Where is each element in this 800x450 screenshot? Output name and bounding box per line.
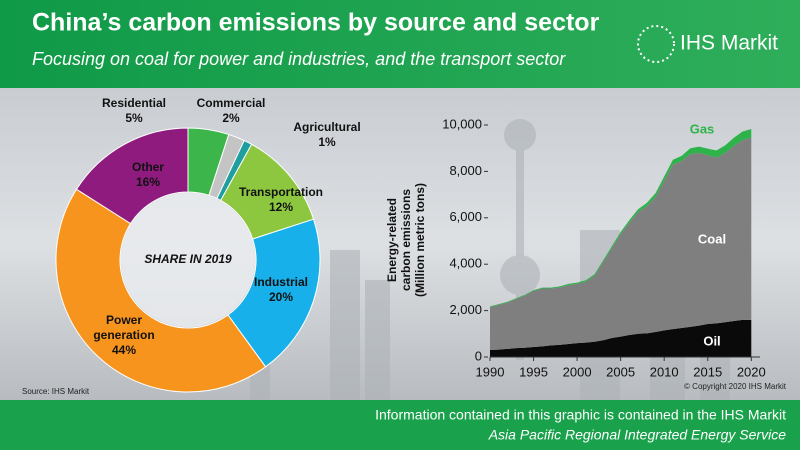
slice-value: 1% xyxy=(318,135,336,149)
y-tick-label: 8,000 xyxy=(449,163,482,178)
slice-label: Other xyxy=(132,160,164,174)
slice-label: Agricultural xyxy=(293,120,360,134)
donut-slice xyxy=(75,127,189,225)
logo-text: IHS Markit xyxy=(680,32,778,55)
y-tick-label: 2,000 xyxy=(449,302,482,317)
slice-value: 2% xyxy=(222,111,240,125)
y-tick-label: 4,000 xyxy=(449,256,482,271)
slice-value: 5% xyxy=(125,111,143,125)
area xyxy=(490,128,752,308)
y-tick-label: 0 xyxy=(475,348,482,363)
center-label: SHARE IN 2019 xyxy=(144,252,232,266)
slice-value: 20% xyxy=(269,290,293,304)
subtitle: Focusing on coal for power and industrie… xyxy=(32,49,566,69)
slice-label: Industrial xyxy=(254,275,308,289)
x-tick-label: 2010 xyxy=(650,364,679,379)
slice-label-line: generation xyxy=(93,328,154,342)
y-tick-label: 6,000 xyxy=(449,209,482,224)
y-axis-label: Energy-related xyxy=(385,198,399,282)
slice-value: 16% xyxy=(136,175,160,189)
x-tick-label: 2005 xyxy=(606,364,635,379)
series-label: Oil xyxy=(703,333,720,348)
x-tick-label: 2000 xyxy=(563,364,592,379)
slice-label: Commercial xyxy=(197,96,266,110)
logo: IHS Markit xyxy=(637,25,778,63)
x-tick-label: 2015 xyxy=(693,364,722,379)
copyright: © Copyright 2020 IHS Markit xyxy=(684,382,787,391)
donut-hole xyxy=(121,193,255,327)
y-axis-label: (Million metric tons) xyxy=(413,183,427,297)
source: Source: IHS Markit xyxy=(22,387,90,396)
slice-label: Transportation xyxy=(239,185,323,199)
header-bar xyxy=(0,0,800,88)
x-tick-label: 2020 xyxy=(737,364,766,379)
slice-label: Power generation xyxy=(93,313,154,342)
area xyxy=(490,137,752,351)
y-axis-label: carbon emissions xyxy=(399,189,413,291)
footer-bar xyxy=(0,400,800,450)
slice-value: 44% xyxy=(112,343,136,357)
donut-slice xyxy=(227,218,321,368)
title: China’s carbon emissions by source and s… xyxy=(32,9,600,37)
slice-label: Residential xyxy=(102,96,166,110)
footer-line: Asia Pacific Regional Integrated Energy … xyxy=(488,427,786,443)
series-label: Gas xyxy=(690,121,715,136)
slice-label-line: Power xyxy=(106,313,142,327)
series-label: Coal xyxy=(698,231,726,246)
area xyxy=(490,319,752,357)
y-tick-label: 10,000 xyxy=(442,116,482,131)
x-tick-label: 1995 xyxy=(519,364,548,379)
x-tick-label: 1990 xyxy=(476,364,505,379)
footer-line: Information contained in this graphic is… xyxy=(375,407,786,423)
donut-slice xyxy=(55,188,267,393)
slice-value: 12% xyxy=(269,200,293,214)
